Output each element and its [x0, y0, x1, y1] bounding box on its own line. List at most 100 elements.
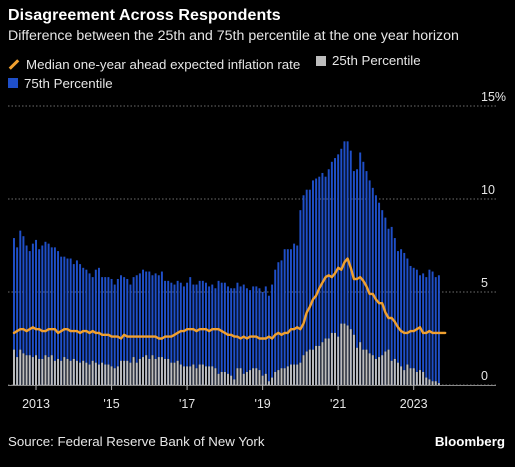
p25-bar [390, 360, 393, 385]
p75-bar [378, 202, 381, 385]
p25-bar [220, 371, 223, 385]
p75-bar [315, 178, 318, 385]
p75-bar [123, 277, 126, 385]
p25-bar [189, 366, 192, 385]
p75-bar [308, 189, 311, 385]
p75-bar [296, 245, 299, 385]
p75-bar [324, 176, 327, 385]
p75-bar [104, 277, 107, 385]
p75-bar [428, 269, 431, 385]
p75-bar [22, 236, 25, 385]
p25-bar [135, 362, 138, 385]
y-tick-label: 15% [481, 90, 506, 104]
p75-bar [283, 249, 286, 385]
p75-bar [289, 249, 292, 385]
p75-bar [403, 252, 406, 385]
p25-bar [302, 355, 305, 385]
p25-bar [422, 371, 425, 385]
p75-bar [327, 169, 330, 385]
p25-bar [132, 357, 135, 385]
p25-bar [315, 345, 318, 385]
p75-bar [264, 286, 267, 385]
p75-bar [186, 282, 189, 385]
p75-bar [384, 217, 387, 385]
p75-bar [157, 275, 160, 385]
p25-bar [359, 342, 362, 385]
p25-bar [415, 371, 418, 385]
p75-bar [16, 247, 19, 385]
p25-bar [327, 338, 330, 385]
p25-bar [242, 373, 245, 385]
p25-bar [13, 349, 15, 385]
p25-bar [381, 355, 384, 385]
p25-bar [28, 355, 31, 385]
p25-bar [94, 362, 97, 385]
p25-bar [318, 345, 321, 385]
p25-bar [334, 332, 336, 385]
p25-bar [101, 362, 104, 385]
p75-bar [82, 267, 85, 385]
brand-logo: Bloomberg [434, 434, 505, 449]
p25-bar [97, 364, 100, 385]
p25-bar [330, 332, 333, 385]
p25-bar [409, 368, 412, 385]
p25-bar [145, 355, 148, 385]
p25-bar [129, 362, 132, 385]
p75-bar [321, 172, 324, 385]
p75-bar [356, 169, 359, 385]
p75-bar [145, 271, 148, 385]
p75-bar [148, 271, 151, 385]
p25-bar [88, 364, 91, 385]
p75-bar [381, 210, 384, 385]
p25-bar [299, 362, 302, 385]
legend-item-p25: 25th Percentile [315, 51, 421, 70]
x-tick-label: '17 [179, 397, 195, 411]
legend-label-p25: 25th Percentile [331, 53, 421, 68]
p25-bar [368, 353, 371, 385]
p25-bar [69, 360, 72, 385]
p25-bar [176, 360, 179, 385]
p25-bar [230, 375, 233, 385]
p25-bar [343, 323, 346, 385]
p25-bar [19, 349, 22, 385]
p75-bar [195, 284, 198, 385]
p25-bar [356, 347, 359, 385]
p75-bar [31, 243, 34, 385]
p25-bar [393, 358, 396, 385]
p25-bar [44, 355, 47, 385]
p75-bar [415, 269, 418, 385]
p25-bar [104, 364, 107, 385]
p75-bar [330, 161, 333, 385]
p25-bar [116, 366, 119, 385]
p25-bar [201, 364, 204, 385]
p25-bar [371, 355, 374, 385]
p75-bar [53, 247, 56, 385]
legend-square-icon [8, 78, 18, 88]
p75-bar [286, 249, 289, 385]
p75-bar [239, 286, 242, 385]
p25-bar [400, 366, 403, 385]
p75-bar [88, 273, 91, 385]
p75-bar [50, 247, 53, 385]
p75-bar [75, 260, 78, 385]
p25-bar [16, 357, 19, 385]
p25-bar [211, 366, 214, 385]
p75-bar [208, 286, 211, 385]
p25-bar [239, 368, 242, 385]
p25-bar [280, 368, 283, 385]
p25-bar [167, 358, 170, 385]
p25-bar [164, 358, 167, 385]
p75-bar [154, 273, 157, 385]
p25-bar [113, 368, 116, 385]
p25-bar [384, 351, 387, 385]
p75-bar [41, 245, 44, 385]
p75-bar [368, 180, 371, 385]
p25-bar [204, 366, 207, 385]
p25-bar [25, 355, 28, 385]
p75-bar [69, 258, 72, 385]
p75-bar [164, 280, 167, 385]
p75-bar [60, 256, 63, 385]
p75-bar [101, 277, 104, 385]
p75-bar [258, 288, 261, 385]
p75-bar [431, 271, 434, 385]
